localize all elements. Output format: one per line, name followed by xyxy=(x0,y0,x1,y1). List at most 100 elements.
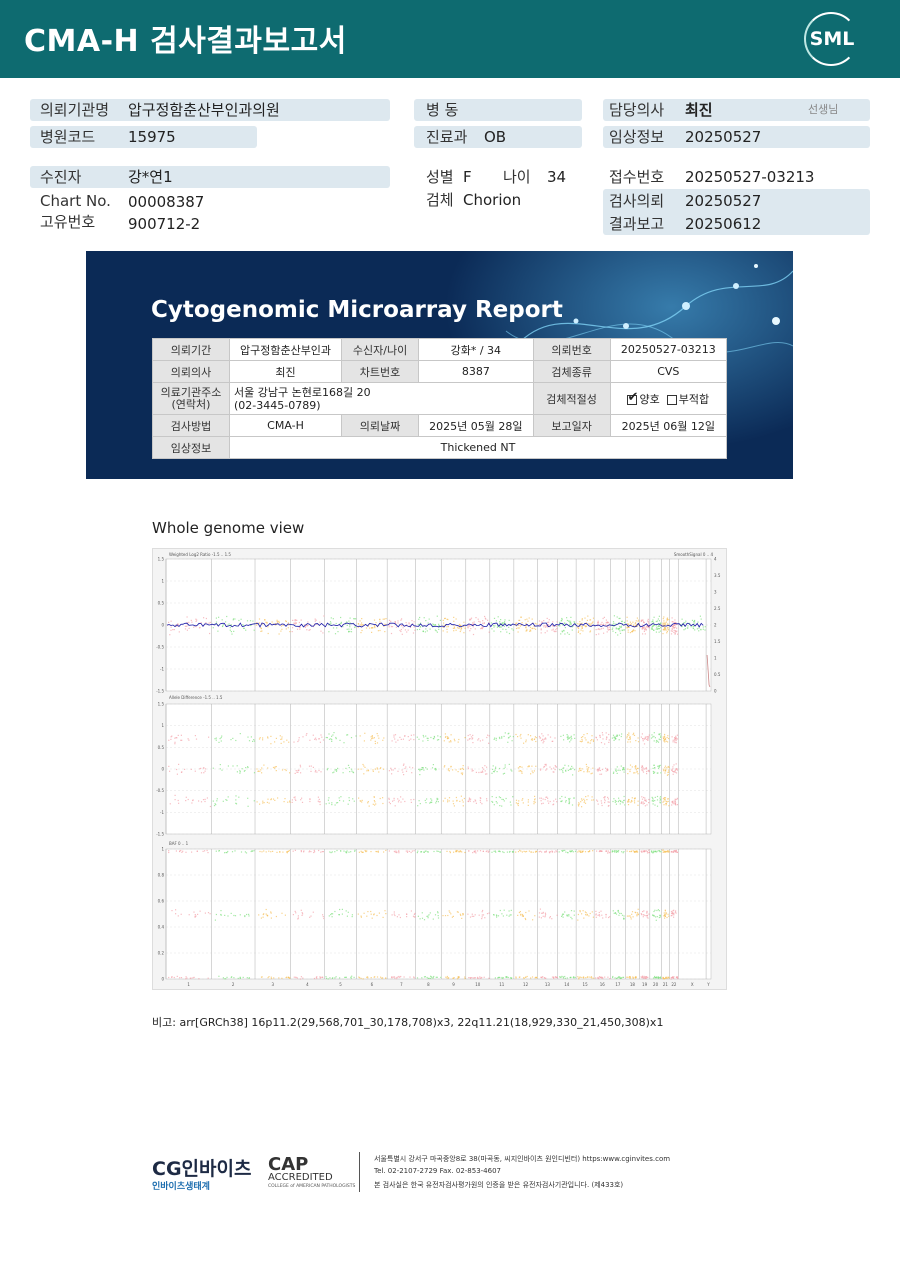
baf-point xyxy=(321,976,323,978)
baf-point xyxy=(360,977,362,979)
baf-point xyxy=(433,850,435,853)
baf-point xyxy=(541,977,543,979)
log2-ratio-point xyxy=(616,616,618,618)
baf-point xyxy=(641,850,643,852)
baf-point xyxy=(234,915,237,917)
allele-difference-point xyxy=(640,802,642,804)
baf-point xyxy=(396,978,398,980)
baf-point xyxy=(673,977,675,979)
baf-point xyxy=(549,916,551,918)
log2-ratio-point xyxy=(652,620,654,623)
log2-ratio-point xyxy=(467,627,469,629)
allele-difference-point xyxy=(677,769,679,771)
log2-ratio-point xyxy=(664,623,667,625)
log2-ratio-point xyxy=(474,628,476,630)
log2-ratio-point xyxy=(227,624,229,626)
baf-point xyxy=(456,978,458,980)
allele-difference-point xyxy=(589,742,591,744)
allele-difference-point xyxy=(666,737,668,739)
allele-difference-point xyxy=(663,740,665,742)
right-tick-label: 3 xyxy=(714,590,717,595)
baf-point xyxy=(413,913,415,915)
log2-ratio-point xyxy=(267,626,269,628)
log2-ratio-point xyxy=(656,627,658,629)
baf-point xyxy=(612,910,614,912)
log2-ratio-point xyxy=(405,622,407,624)
baf-point xyxy=(485,850,487,853)
baf-point xyxy=(314,851,316,853)
log2-ratio-point xyxy=(640,619,643,621)
log2-ratio-point xyxy=(245,629,247,631)
log2-ratio-point xyxy=(555,625,557,627)
baf-point xyxy=(549,917,551,919)
hospital-code-value: 15975 xyxy=(128,128,176,146)
baf-point xyxy=(674,850,676,852)
baf-point xyxy=(354,850,356,852)
allele-difference-point xyxy=(495,766,497,768)
baf-point xyxy=(370,913,372,915)
baf-point xyxy=(509,850,511,853)
log2-ratio-point xyxy=(419,616,421,619)
log2-ratio-point xyxy=(615,627,617,629)
log2-ratio-point xyxy=(587,615,589,617)
baf-point xyxy=(282,851,284,853)
allele-difference-point xyxy=(378,771,380,773)
baf-point xyxy=(578,978,580,980)
baf-point xyxy=(670,915,672,917)
baf-point xyxy=(287,850,290,852)
baf-point xyxy=(322,916,324,918)
log2-ratio-point xyxy=(420,622,422,624)
chromosome-label: 1 xyxy=(187,982,190,987)
allele-difference-point xyxy=(675,802,677,804)
allele-difference-point xyxy=(555,766,557,768)
log2-ratio-point xyxy=(340,622,342,624)
allele-difference-point xyxy=(475,802,477,804)
baf-point xyxy=(665,913,667,915)
chromosome-label: 14 xyxy=(564,982,570,987)
allele-difference-point xyxy=(351,770,353,772)
baf-point xyxy=(297,915,299,917)
baf-point xyxy=(180,913,182,915)
baf-point xyxy=(363,912,365,914)
allele-difference-point xyxy=(636,770,638,772)
baf-point xyxy=(194,916,196,918)
baf-point xyxy=(331,851,333,853)
allele-difference-point xyxy=(590,773,592,775)
log2-ratio-point xyxy=(653,622,655,624)
baf-point xyxy=(391,914,393,916)
right-tick-label: 2 xyxy=(714,623,717,628)
baf-point xyxy=(532,919,534,921)
allele-difference-point xyxy=(657,765,659,767)
baf-point xyxy=(579,910,581,912)
cap-college: COLLEGE of AMERICAN PATHOLOGISTS xyxy=(268,1184,356,1189)
cg-invites-subtitle: 인바이츠생태계 xyxy=(152,1182,210,1192)
allele-difference-point xyxy=(671,802,674,804)
allele-difference-point xyxy=(335,769,337,771)
log2-ratio-point xyxy=(658,625,660,627)
allele-difference-point xyxy=(570,739,572,741)
allele-difference-point xyxy=(349,771,351,773)
allele-difference-point xyxy=(596,739,598,741)
log2-ratio-point xyxy=(617,628,619,630)
allele-difference-point xyxy=(571,738,573,740)
contact-key: (연락처) xyxy=(171,397,211,411)
allele-difference-point xyxy=(318,798,320,800)
baf-point xyxy=(370,910,372,913)
allele-difference-point xyxy=(667,741,669,743)
right-tick-label: 1.5 xyxy=(714,639,721,644)
baf-point xyxy=(636,915,638,917)
log2-ratio-point xyxy=(570,616,572,618)
table-value: 20250527-03213 xyxy=(609,338,728,361)
baf-point xyxy=(597,976,599,979)
allele-difference-point xyxy=(652,799,654,801)
baf-point xyxy=(502,977,504,979)
log2-ratio-point xyxy=(188,627,190,629)
log2-ratio-point xyxy=(518,624,520,626)
allele-difference-point xyxy=(542,735,544,737)
dept-row-bg xyxy=(414,126,582,148)
allele-difference-point xyxy=(402,798,404,800)
log2-ratio-point xyxy=(648,624,650,626)
allele-difference-point xyxy=(299,766,302,768)
baf-point xyxy=(613,912,615,914)
baf-point xyxy=(566,914,568,916)
